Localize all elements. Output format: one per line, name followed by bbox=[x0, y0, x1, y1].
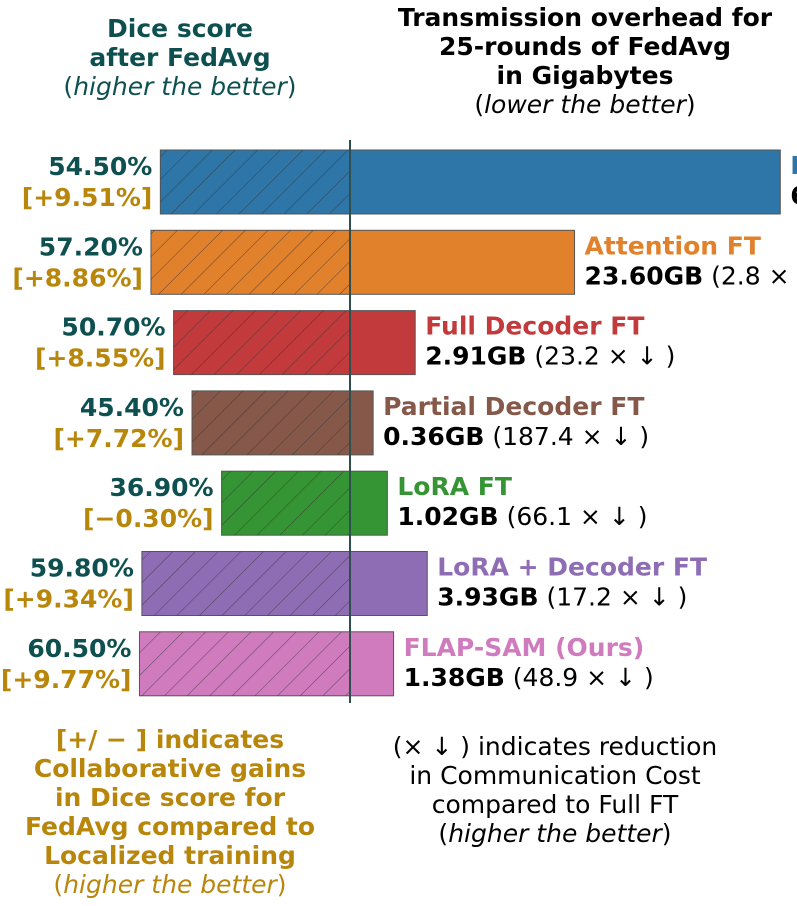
dice-label-lora-decoder-ft: 59.80% bbox=[30, 554, 134, 583]
dice-bar-hatch-full-ft bbox=[160, 150, 350, 214]
gb-bar-full-decoder-ft bbox=[349, 310, 416, 376]
left-footer-note-open: ( bbox=[53, 870, 64, 899]
reduction-label-partial-decoder-ft: (187.4 × ↓ ) bbox=[484, 422, 649, 451]
left-footer-note: higher the better bbox=[63, 870, 277, 899]
gb-label-attention-ft: 23.60GB (2.8 × ↓ ) bbox=[585, 261, 797, 290]
dice-label-lora-ft: 36.90% bbox=[109, 473, 213, 502]
left-header-note-close: ) bbox=[286, 72, 297, 101]
dice-label-flap-sam-ours: 60.50% bbox=[27, 634, 131, 663]
dice-label-full-ft: 54.50% bbox=[48, 152, 152, 181]
method-label-lora-ft: LoRA FT bbox=[397, 472, 512, 501]
left-footer-line-5: Localized training bbox=[44, 841, 296, 870]
right-header-line-2: 25-rounds of FedAvg bbox=[438, 32, 732, 61]
left-header-note-open: ( bbox=[63, 72, 74, 101]
method-label-lora-decoder-ft: LoRA + Decoder FT bbox=[437, 553, 707, 582]
right-header-note-open: ( bbox=[474, 90, 485, 119]
gb-bar-partial-decoder-ft bbox=[349, 390, 374, 456]
dice-label-attention-ft: 57.20% bbox=[39, 232, 143, 261]
right-header: Transmission overhead for 25-rounds of F… bbox=[370, 3, 797, 119]
gb-bar-attention-ft bbox=[349, 229, 576, 295]
gb-label-full-ft: 67.45GB bbox=[790, 181, 797, 210]
right-footer-note-close: ) bbox=[661, 819, 672, 848]
method-label-full-ft: Full FT bbox=[790, 151, 797, 180]
left-header-note: higher the better bbox=[73, 72, 287, 101]
right-header-note-close: ) bbox=[685, 90, 696, 119]
dice-bar-hatch-lora-ft bbox=[221, 471, 350, 536]
left-footer-line-2: Collaborative gains bbox=[33, 754, 307, 783]
left-footer-line-1: [+/ − ] indicates bbox=[55, 725, 285, 754]
dice-bar-hatch-partial-decoder-ft bbox=[192, 390, 350, 455]
reduction-label-attention-ft: (2.8 × ↓ ) bbox=[703, 261, 797, 290]
dice-label-full-decoder-ft: 50.70% bbox=[61, 313, 165, 342]
left-footer-note-close: ) bbox=[276, 870, 287, 899]
right-footer-line-1: (× ↓ ) indicates reduction bbox=[392, 732, 718, 761]
gb-bar-lora-decoder-ft bbox=[349, 551, 428, 616]
right-footer-note: higher the better bbox=[448, 819, 662, 848]
gain-label-full-decoder-ft: [+8.55%] bbox=[35, 344, 166, 373]
gb-label-lora-ft: 1.02GB (66.1 × ↓ ) bbox=[397, 502, 647, 531]
method-label-flap-sam-ours: FLAP-SAM (Ours) bbox=[404, 633, 645, 662]
gb-label-full-decoder-ft: 2.91GB (23.2 × ↓ ) bbox=[425, 342, 675, 371]
gain-label-partial-decoder-ft: [+7.72%] bbox=[53, 424, 184, 453]
gb-label-lora-decoder-ft: 3.93GB (17.2 × ↓ ) bbox=[437, 583, 687, 612]
dice-bar-hatch-flap-sam-ours bbox=[139, 631, 350, 696]
gb-bar-flap-sam-ours bbox=[349, 631, 395, 697]
left-footer-line-4: FedAvg compared to bbox=[24, 812, 316, 841]
right-footer-line-2: in Communication Cost bbox=[409, 761, 701, 790]
right-header-note: lower the better bbox=[484, 90, 686, 119]
left-header-title: Dice score after FedAvg bbox=[89, 14, 271, 72]
gain-label-lora-ft: [−0.30%] bbox=[83, 504, 214, 533]
reduction-label-flap-sam-ours: (48.9 × ↓ ) bbox=[505, 663, 654, 692]
reduction-label-lora-ft: (66.1 × ↓ ) bbox=[499, 502, 648, 531]
right-footer-line-3: compared to Full FT bbox=[431, 790, 679, 819]
gb-label-partial-decoder-ft: 0.36GB (187.4 × ↓ ) bbox=[383, 422, 649, 451]
reduction-label-lora-decoder-ft: (17.2 × ↓ ) bbox=[539, 583, 688, 612]
reduction-label-full-decoder-ft: (23.2 × ↓ ) bbox=[526, 342, 675, 371]
gain-label-full-ft: [+9.51%] bbox=[22, 183, 153, 212]
dice-label-partial-decoder-ft: 45.40% bbox=[80, 393, 184, 422]
method-label-attention-ft: Attention FT bbox=[585, 231, 761, 260]
gain-label-lora-decoder-ft: [+9.34%] bbox=[3, 585, 134, 614]
gb-label-flap-sam-ours: 1.38GB (48.9 × ↓ ) bbox=[404, 663, 654, 692]
gain-label-flap-sam-ours: [+9.77%] bbox=[1, 665, 132, 694]
dice-bar-hatch-lora-decoder-ft bbox=[141, 551, 350, 616]
gb-bar-full-ft bbox=[349, 149, 781, 215]
left-header: Dice score after FedAvg (higher the bett… bbox=[20, 14, 340, 101]
gain-label-attention-ft: [+8.86%] bbox=[12, 263, 143, 292]
gb-bar-lora-ft bbox=[349, 470, 388, 536]
method-label-full-decoder-ft: Full Decoder FT bbox=[425, 312, 644, 341]
right-footer-note-open: ( bbox=[438, 819, 449, 848]
right-footer: (× ↓ ) indicates reduction in Communicat… bbox=[355, 732, 755, 848]
right-header-line-3: in Gigabytes bbox=[496, 61, 674, 90]
right-header-line-1: Transmission overhead for bbox=[397, 3, 773, 32]
dice-bar-hatch-full-decoder-ft bbox=[173, 310, 350, 375]
method-label-partial-decoder-ft: Partial Decoder FT bbox=[383, 392, 644, 421]
left-footer-line-3: in Dice score for bbox=[54, 783, 286, 812]
dice-bar-hatch-attention-ft bbox=[150, 230, 350, 295]
left-footer: [+/ − ] indicates Collaborative gains in… bbox=[10, 725, 330, 899]
